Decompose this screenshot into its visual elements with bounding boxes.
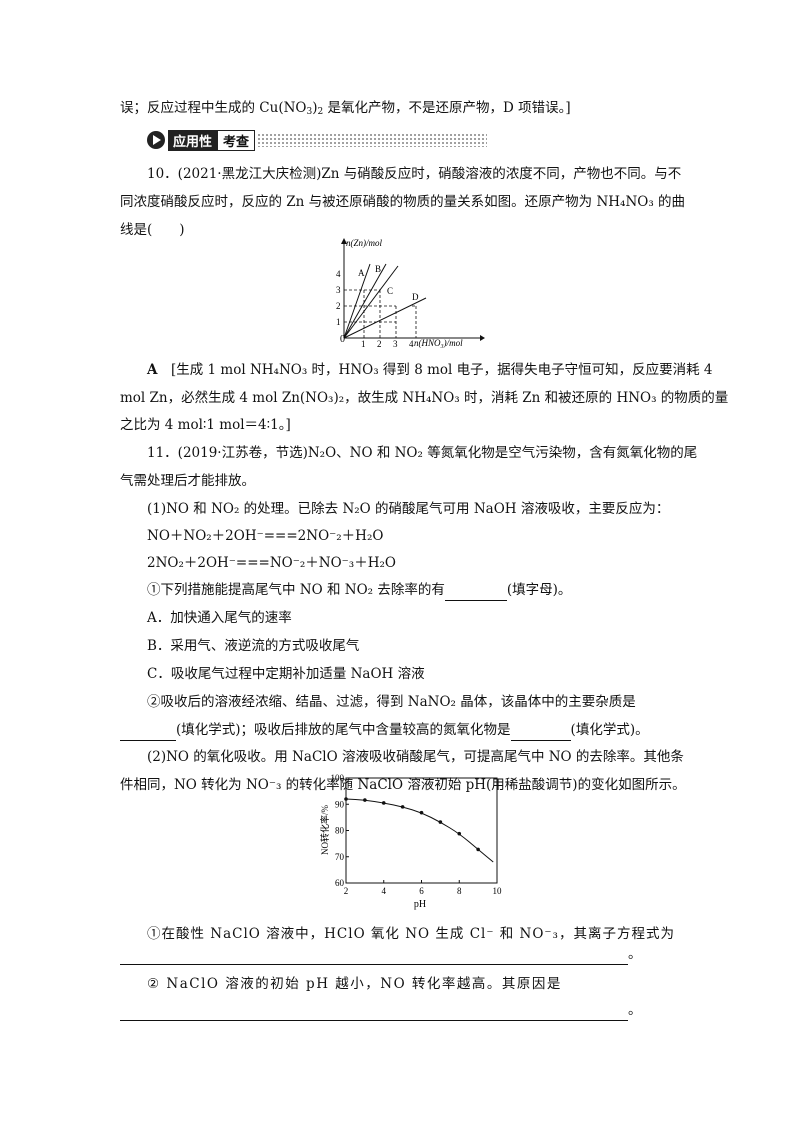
data-point <box>400 805 405 809</box>
answer-blank-1[interactable] <box>444 584 507 601</box>
q11-sub2-line-2: (填化学式)；吸收后排放的尾气中含量较高的氮氧化物是 (填化学式)。 <box>120 718 649 741</box>
intro-line: 误；反应过程中生成的 Cu(NO3)2 是氧化产物，不是还原产物，D 项错误。] <box>120 96 571 117</box>
q11-sub1-text: ①下列措施能提高尾气中 NO 和 NO₂ 去除率的有 <box>147 582 445 598</box>
zn-hno3-chart: 0 n(Zn)/mol n(HNO₃)/mol 1 2 3 4 1 2 3 4 … <box>336 238 485 348</box>
x-axis-label: pH <box>414 899 426 910</box>
q11-sub2-mid: (填化学式)；吸收后排放的尾气中含量较高的氮氧化物是 <box>176 722 511 738</box>
data-point <box>419 810 424 815</box>
q10-line-3: 线是( ) <box>120 222 185 238</box>
ans10-text-1: [生成 1 mol NH₄NO₃ 时，HNO₃ 得到 8 mol 电子，据得失电… <box>157 362 713 378</box>
answer-blank-2[interactable] <box>120 724 176 741</box>
x-tick-label: 10 <box>493 886 503 896</box>
y-tick-label: 100 <box>331 773 345 783</box>
answer-blank-4[interactable] <box>120 948 628 965</box>
q10-line-1: 10．(2021·黑龙江大庆检测)Zn 与硝酸反应时，硝酸溶液的浓度不同，产物也… <box>147 166 682 182</box>
curve-C <box>343 265 399 339</box>
curve-label-C: C <box>387 286 393 296</box>
q11-sub2-hint: (填化学式)。 <box>570 722 649 738</box>
intro-text-3: 是氧化产物，不是还原产物，D 项错误。] <box>323 100 571 116</box>
x-tick-label: 8 <box>457 886 462 896</box>
x-tick-1: 1 <box>361 339 366 348</box>
q11-sub2-line-1: ②吸收后的溶液经浓缩、结晶、过滤，得到 NaNO₂ 晶体，该晶体中的主要杂质是 <box>147 694 636 710</box>
conversion-curve <box>345 798 494 863</box>
curve-A <box>343 263 371 339</box>
q11-end-1: 。 <box>628 946 642 962</box>
q10-line-2: 同浓度硝酸反应时，反应的 Zn 与被还原硝酸的物质的量关系如图。还原产物为 NH… <box>120 194 686 210</box>
data-point <box>438 820 443 824</box>
data-point <box>476 847 480 852</box>
intro-text-2: ) <box>312 100 318 116</box>
data-point <box>344 797 348 801</box>
x-tick-2: 2 <box>377 339 382 348</box>
q11-line-2: 气需处理后才能排放。 <box>120 473 255 489</box>
ans10-line-3: 之比为 4 mol∶1 mol＝4∶1。] <box>120 417 291 433</box>
intro-sub-2: 2 <box>317 107 324 117</box>
banner-label-2: 考查 <box>217 129 256 151</box>
y-axis-label: n(Zn)/mol <box>346 238 382 248</box>
ans10-line-1: A [生成 1 mol NH₄NO₃ 时，HNO₃ 得到 8 mol 电子，据得… <box>147 358 713 378</box>
q11-part2-line-1: (2)NO 的氧化吸收。用 NaClO 溶液吸收硝酸尾气，可提高尾气中 NO 的… <box>147 749 684 765</box>
y-tick-label: 60 <box>335 878 345 888</box>
q11-part2-line-2: 件相同，NO 转化为 NO⁻₃ 的转化率随 NaClO 溶液初始 pH(用稀盐酸… <box>120 777 686 793</box>
y-tick-label: 70 <box>335 852 345 862</box>
x-tick-label: 6 <box>419 886 424 896</box>
play-icon <box>147 131 165 149</box>
curve-label-A: A <box>358 268 365 278</box>
equation-1: NO＋NO₂＋2OH⁻===2NO⁻₂＋H₂O <box>147 528 384 544</box>
q11-line-1: 11．(2019·江苏卷，节选)N₂O、NO 和 NO₂ 等氮氧化物是空气污染物… <box>147 445 698 461</box>
origin-label: 0 <box>340 334 345 345</box>
y-tick-3: 3 <box>336 285 341 295</box>
curve-D <box>343 297 427 339</box>
section-banner: 应用性 考查 <box>147 129 488 151</box>
banner-dots <box>257 133 488 147</box>
data-point <box>457 831 462 836</box>
option-A: A．加快通入尾气的速率 <box>147 610 292 626</box>
ans10-line-2: mol Zn，必然生成 4 mol Zn(NO₃)₂，故生成 NH₄NO₃ 时，… <box>120 390 729 406</box>
q11-part2-sub2-answer: 。 <box>120 998 642 1021</box>
option-B: B．采用气、液逆流的方式吸收尾气 <box>147 638 360 654</box>
q11-sub1: ①下列措施能提高尾气中 NO 和 NO₂ 去除率的有 (填字母)。 <box>147 578 571 601</box>
q11-part1-intro: (1)NO 和 NO₂ 的处理。已除去 N₂O 的硝酸尾气可用 NaOH 溶液吸… <box>147 501 670 517</box>
q11-part2-sub1-answer: 。 <box>120 942 642 965</box>
curve-label-D: D <box>412 292 419 302</box>
option-C: C．吸收尾气过程中定期补加适量 NaOH 溶液 <box>147 666 425 682</box>
x-tick-4: 4 <box>409 339 414 348</box>
q11-sub1-hint: (填字母)。 <box>506 582 572 598</box>
q11-part2-sub2: ② NaClO 溶液的初始 pH 越小，NO 转化率越高。其原因是 <box>147 976 562 992</box>
curve-label-B: B <box>375 264 381 274</box>
curve-B <box>343 263 387 339</box>
y-tick-2: 2 <box>336 301 341 311</box>
answer-blank-5[interactable] <box>120 1004 628 1021</box>
q11-part2-sub1: ①在酸性 NaClO 溶液中，HClO 氧化 NO 生成 Cl⁻ 和 NO⁻₃，… <box>147 926 675 942</box>
data-point <box>381 801 386 805</box>
x-tick-label: 4 <box>382 886 387 896</box>
y-axis-label: NO转化率/% <box>319 805 330 855</box>
intro-text-1: 误；反应过程中生成的 Cu(NO <box>120 100 307 116</box>
y-tick-label: 90 <box>335 799 345 809</box>
x-axis-label: n(HNO₃)/mol <box>414 338 463 348</box>
plot-frame <box>345 777 498 884</box>
equation-2: 2NO₂＋2OH⁻===NO⁻₂＋NO⁻₃＋H₂O <box>147 555 396 571</box>
no-conversion-chart: 2 4 6 8 10 60 70 80 90 100 NO转化率/% pH <box>319 773 503 910</box>
q11-end-2: 。 <box>628 1002 642 1018</box>
x-tick-label: 2 <box>344 886 349 896</box>
data-point <box>363 798 367 802</box>
x-tick-3: 3 <box>393 339 398 348</box>
answer-blank-3[interactable] <box>510 724 571 741</box>
y-tick-label: 80 <box>335 826 345 836</box>
ans10-letter: A <box>147 362 158 378</box>
intro-sub-1: 3 <box>306 107 313 117</box>
banner-label-1: 应用性 <box>168 129 218 151</box>
y-tick-1: 1 <box>336 317 341 327</box>
y-tick-4: 4 <box>336 269 341 279</box>
